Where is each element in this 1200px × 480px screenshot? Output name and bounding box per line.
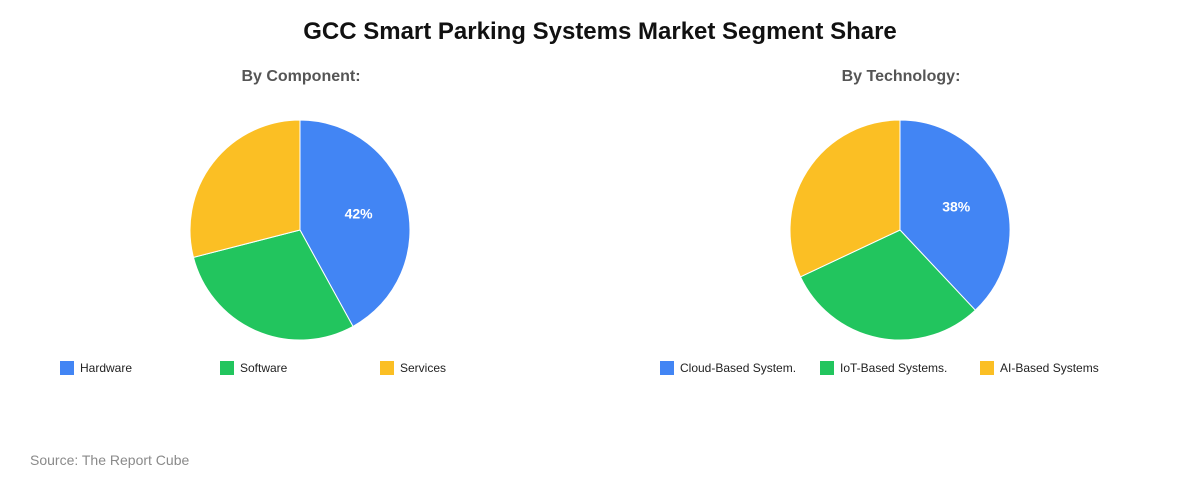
- component-slice-software: [192, 229, 354, 341]
- component-data-label-hardware: 42%: [345, 206, 374, 222]
- legend-label: AI-Based Systems: [1000, 361, 1099, 375]
- legend-label: Services: [400, 361, 447, 375]
- component-legend-item-hardware: Hardware: [60, 361, 132, 375]
- technology-data-label-cloud-based-system: 38%: [942, 198, 971, 214]
- technology-slice-iot-based-systems: [799, 229, 977, 341]
- technology-slice-cloud-based-system: [899, 119, 1011, 311]
- component-slice-services: [189, 119, 301, 258]
- legend-swatch: [660, 361, 674, 375]
- legend-swatch: [980, 361, 994, 375]
- component-legend-item-software: Software: [220, 361, 287, 375]
- source-note: Source: The Report Cube: [30, 452, 190, 468]
- legend-label: Hardware: [80, 361, 133, 375]
- component-slice-hardware: [299, 119, 411, 328]
- technology-legend-item-ai-based-systems: AI-Based Systems: [980, 361, 1099, 375]
- legend-label: Cloud-Based System.: [680, 361, 797, 375]
- legend-swatch: [220, 361, 234, 375]
- technology-legend-item-cloud-based-system: Cloud-Based System.: [660, 361, 796, 375]
- legend-swatch: [380, 361, 394, 375]
- page-title: GCC Smart Parking Systems Market Segment…: [303, 18, 897, 45]
- technology-slice-ai-based-systems: [789, 119, 901, 278]
- technology-pie-chart: 38%: [789, 119, 1011, 341]
- legend-swatch: [820, 361, 834, 375]
- component-chart-title: By Component:: [241, 68, 361, 85]
- legend-label: IoT-Based Systems.: [840, 361, 948, 375]
- component-legend-item-services: Services: [380, 361, 446, 375]
- technology-legend-item-iot-based-systems: IoT-Based Systems.: [820, 361, 947, 375]
- legend-swatch: [60, 361, 74, 375]
- component-pie-chart: 42%: [189, 119, 411, 341]
- legend-label: Software: [240, 361, 288, 375]
- technology-chart-title: By Technology:: [841, 68, 961, 85]
